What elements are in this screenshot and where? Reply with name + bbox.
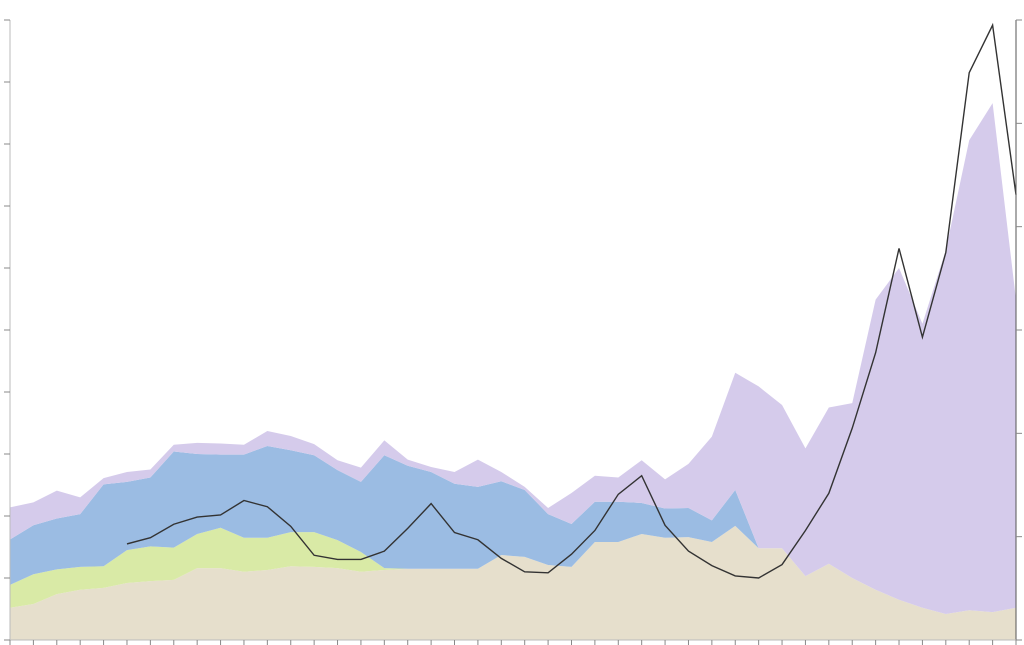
- area: [10, 445, 1016, 614]
- line: [126, 22, 1017, 579]
- area: [10, 525, 1016, 614]
- area: [10, 525, 1016, 640]
- area: [10, 103, 1016, 614]
